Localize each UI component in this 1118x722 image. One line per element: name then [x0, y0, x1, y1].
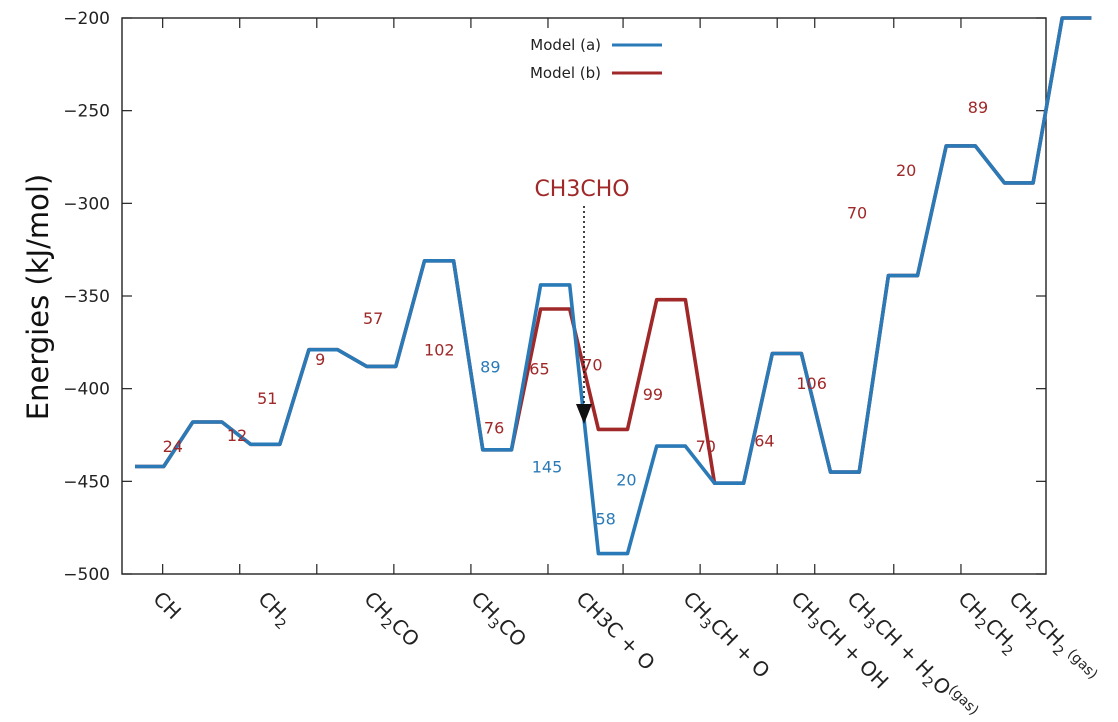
legend: Model (a) Model (b) — [530, 36, 662, 82]
barrier-label: 70 — [847, 204, 867, 223]
annotation: CH3CHO — [534, 177, 630, 424]
barrier-label: 57 — [363, 309, 383, 328]
svg-text:CH: CH — [148, 587, 185, 624]
annotation-arrow-head — [576, 404, 592, 424]
series-line-modelb — [135, 16, 1092, 485]
barrier-label: 9 — [315, 350, 325, 369]
barrier-label: 70 — [696, 437, 716, 456]
bar-labels-layer: 24 12 51 9 57 102 89 76 65 145 70 58 20 99 70 64 106 70 20… — [163, 98, 989, 528]
legend-label: Model (b) — [530, 64, 601, 82]
y-tick-label: −450 — [63, 472, 110, 492]
barrier-label: 24 — [163, 437, 183, 456]
legend-label: Model (a) — [530, 36, 601, 54]
svg-text:CH3C + O: CH3C + O — [571, 587, 659, 675]
barrier-label: 76 — [484, 419, 504, 438]
barrier-label: 89 — [480, 357, 500, 376]
y-tick-label: −500 — [63, 565, 110, 585]
category-label-ch2: CH2 — [251, 587, 298, 634]
barrier-label: 12 — [227, 426, 247, 445]
annotation-label: CH3CHO — [534, 177, 629, 202]
y-tick-label: −250 — [63, 102, 110, 122]
svg-text:CH3CH + O: CH3CH + O — [676, 587, 775, 686]
series-layer — [135, 16, 1092, 556]
barrier-label: 145 — [532, 458, 563, 477]
barrier-label: 58 — [595, 509, 615, 528]
barrier-label: 20 — [616, 470, 636, 489]
y-tick-label: −300 — [63, 194, 110, 214]
y-tick-label: −400 — [63, 380, 110, 400]
y-tick-label: −200 — [63, 9, 110, 29]
barrier-label: 99 — [643, 385, 663, 404]
svg-text:CH3CO: CH3CO — [464, 587, 532, 655]
category-label-ch3c-o: CH3C + O — [571, 587, 659, 675]
barrier-label: 102 — [424, 341, 455, 360]
barrier-label: 65 — [529, 359, 549, 378]
barrier-label: 70 — [582, 356, 602, 375]
barrier-label: 51 — [257, 389, 277, 408]
axes: −500 −450 −400 −350 −300 −250 −200 — [63, 9, 1047, 585]
svg-text:CH2CH2 (gas): CH2CH2 (gas) — [1002, 587, 1104, 689]
category-label-ch2ch2-gas: CH2CH2 (gas) — [1002, 587, 1104, 689]
barrier-label: 106 — [796, 374, 827, 393]
y-axis-label: Energies (kJ/mol) — [21, 174, 55, 420]
category-label-ch2co: CH2CO — [357, 587, 425, 655]
barrier-label: 64 — [754, 432, 774, 451]
barrier-label: 89 — [968, 98, 988, 117]
svg-text:CH2: CH2 — [251, 587, 298, 634]
svg-text:CH2CO: CH2CO — [357, 587, 425, 655]
series-line-modela — [135, 16, 1092, 556]
category-label-ch: CH — [148, 587, 185, 624]
category-label-ch3ch-o: CH3CH + O — [676, 587, 775, 686]
category-label-ch3co: CH3CO — [464, 587, 532, 655]
barrier-label: 20 — [896, 161, 916, 180]
y-tick-label: −350 — [63, 287, 110, 307]
